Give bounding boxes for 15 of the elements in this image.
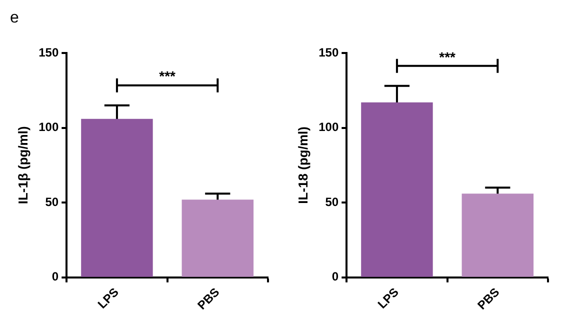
y-tick-label: 50: [45, 194, 59, 209]
chart-title: e: [10, 9, 19, 26]
annotation: ***: [439, 48, 456, 65]
y-tick-label: 0: [52, 270, 59, 284]
y-tick-label: 100: [38, 120, 59, 134]
y-tick-label: 150: [38, 45, 59, 60]
y-tick-label: 50: [325, 194, 339, 209]
y-axis-title: IL-1β (pg/ml): [15, 126, 30, 204]
x-tick-label: LPS: [375, 285, 402, 312]
y-tick-label: 100: [318, 120, 339, 134]
y-tick-label: 0: [332, 270, 339, 284]
y-axis-title: IL-18 (pg/ml): [295, 126, 310, 204]
annotation: ***: [159, 68, 176, 84]
y-tick-label: 150: [318, 45, 339, 60]
x-tick-label: LPS: [95, 285, 122, 312]
